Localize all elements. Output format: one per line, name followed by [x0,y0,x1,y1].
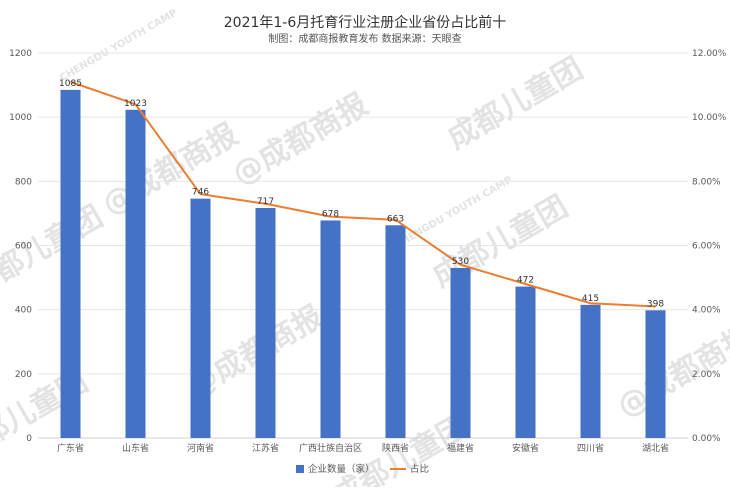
right-tick-label: 2.00% [692,370,721,380]
right-tick-label: 12.00% [692,49,727,59]
line-series [70,80,656,308]
right-axis: 0.00% 2.00% 4.00% 6.00% 8.00% 10.00% 12.00% [692,49,727,444]
right-tick-label: 6.00% [692,242,721,252]
right-tick-label: 10.00% [692,113,727,123]
watermark-text: 成都儿童团 [427,189,574,294]
x-axis: 广东省 山东省 河南省 江苏省 广西壮族自治区 陕西省 福建省 安徽省 四川省 湖北省 [57,442,669,454]
bar-data-label: 746 [192,188,209,198]
bar-data-label: 415 [582,294,599,304]
bar [645,310,666,438]
bar [125,109,146,438]
legend: 企业数量（家） 占比 [296,463,429,475]
bar-data-label: 678 [322,209,339,219]
left-tick-label: 1000 [9,113,32,123]
bar [320,220,341,438]
line-path [70,80,656,308]
legend-label-bar: 企业数量（家） [308,463,375,475]
watermark-text: 成都儿童团 [442,51,589,156]
category-label: 福建省 [447,442,474,454]
watermark-text: @成都商报 [227,87,374,192]
bar [515,286,536,438]
category-label: 湖北省 [642,442,669,454]
bar-series [60,89,666,438]
left-tick-label: 400 [15,306,32,316]
bar-data-label: 1023 [124,99,147,109]
category-label: 陕西省 [382,442,409,454]
right-tick-label: 4.00% [692,306,721,316]
legend-label-line: 占比 [410,463,429,475]
bar-data-label: 530 [452,257,469,267]
legend-swatch-bar [296,465,304,473]
category-label: 广东省 [57,442,84,454]
bar-data-label: 472 [517,276,534,286]
right-tick-label: 8.00% [692,177,721,187]
watermark-text: CHENGDU YOUTH CAMP [58,8,179,84]
bar [450,267,471,438]
category-label: 安徽省 [512,442,539,454]
chart-subtitle: 制图：成都商报教育发布 数据来源：天眼查 [268,32,461,45]
watermark-text: @成都商报 [97,117,244,222]
bar-data-label: 663 [387,214,404,224]
bar-data-labels: 1085 1023 746 717 678 663 530 472 415 398 [59,79,664,309]
left-tick-label: 0 [26,434,32,444]
bar [60,89,81,438]
bar [255,207,276,438]
bar [385,225,406,438]
watermark-layer: 成都儿童团@成都商报@成都商报成都儿童团成都儿童团@成都商报成都儿童团@成都商报… [0,8,730,491]
left-tick-label: 600 [15,242,32,252]
right-tick-label: 0.00% [692,434,721,444]
chart-title: 2021年1-6月托育行业注册企业省份占比前十 [224,14,507,31]
category-label: 江苏省 [252,442,279,454]
bar [190,198,211,438]
watermark-text: 成都儿童团 [0,199,109,304]
category-label: 河南省 [187,442,214,454]
category-label: 山东省 [122,442,149,454]
left-tick-label: 1200 [9,49,32,59]
bar-data-label: 1085 [59,79,82,89]
bar [580,304,601,438]
gridlines [38,52,688,439]
left-tick-label: 800 [15,177,32,187]
left-tick-label: 200 [15,370,32,380]
left-axis: 0 200 400 600 800 1000 1200 [9,49,32,444]
bar-data-label: 717 [257,197,274,207]
category-label: 四川省 [577,442,604,454]
category-label: 广西壮族自治区 [299,442,362,454]
bar-data-label: 398 [647,299,664,309]
